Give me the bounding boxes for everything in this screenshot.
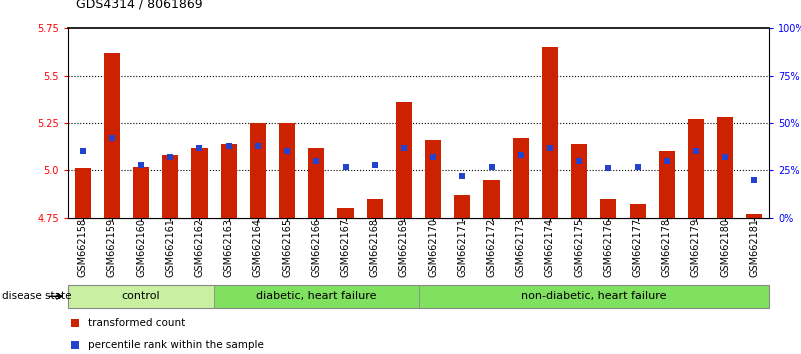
Text: GSM662166: GSM662166 <box>312 218 321 277</box>
Text: GSM662181: GSM662181 <box>750 218 759 277</box>
Bar <box>74 169 91 218</box>
Bar <box>104 53 120 218</box>
Bar <box>68 285 214 308</box>
Text: GSM662172: GSM662172 <box>486 218 497 277</box>
Bar <box>250 123 266 218</box>
Bar <box>513 138 529 218</box>
Text: disease state: disease state <box>2 291 71 302</box>
Bar <box>367 199 383 218</box>
Bar <box>214 285 418 308</box>
Bar <box>600 199 617 218</box>
Text: GSM662159: GSM662159 <box>107 218 117 277</box>
Bar <box>191 148 207 218</box>
Bar <box>454 195 470 218</box>
Bar <box>163 155 179 218</box>
Bar <box>717 117 733 218</box>
Bar <box>308 148 324 218</box>
Text: GSM662176: GSM662176 <box>603 218 614 277</box>
Bar <box>396 102 412 218</box>
Text: GSM662169: GSM662169 <box>399 218 409 277</box>
Text: GSM662175: GSM662175 <box>574 218 584 277</box>
Text: GSM662160: GSM662160 <box>136 218 146 277</box>
Text: GSM662177: GSM662177 <box>633 218 642 277</box>
Bar <box>220 144 237 218</box>
Bar <box>425 140 441 218</box>
Text: transformed count: transformed count <box>88 318 185 329</box>
Text: GSM662158: GSM662158 <box>78 218 87 277</box>
Text: percentile rank within the sample: percentile rank within the sample <box>88 339 264 350</box>
Bar <box>542 47 558 218</box>
Bar <box>571 144 587 218</box>
Bar <box>133 167 149 218</box>
Bar <box>418 285 769 308</box>
Text: GSM662179: GSM662179 <box>691 218 701 277</box>
Bar <box>747 214 763 218</box>
Text: GSM662162: GSM662162 <box>195 218 204 277</box>
Text: GSM662174: GSM662174 <box>545 218 555 277</box>
Bar <box>484 180 500 218</box>
Text: control: control <box>122 291 160 302</box>
Text: GSM662164: GSM662164 <box>253 218 263 277</box>
Text: diabetic, heart failure: diabetic, heart failure <box>256 291 376 302</box>
Bar <box>630 205 646 218</box>
Bar <box>658 152 674 218</box>
Bar <box>279 123 295 218</box>
Text: GSM662163: GSM662163 <box>223 218 234 277</box>
Text: GDS4314 / 8061869: GDS4314 / 8061869 <box>76 0 203 11</box>
Text: GSM662173: GSM662173 <box>516 218 525 277</box>
Text: GSM662168: GSM662168 <box>370 218 380 277</box>
Text: GSM662165: GSM662165 <box>282 218 292 277</box>
Bar <box>688 119 704 218</box>
Text: GSM662170: GSM662170 <box>428 218 438 277</box>
Bar <box>337 208 353 218</box>
Text: GSM662178: GSM662178 <box>662 218 672 277</box>
Text: GSM662161: GSM662161 <box>165 218 175 277</box>
Text: GSM662180: GSM662180 <box>720 218 731 277</box>
Text: non-diabetic, heart failure: non-diabetic, heart failure <box>521 291 666 302</box>
Text: GSM662171: GSM662171 <box>457 218 467 277</box>
Text: GSM662167: GSM662167 <box>340 218 351 277</box>
